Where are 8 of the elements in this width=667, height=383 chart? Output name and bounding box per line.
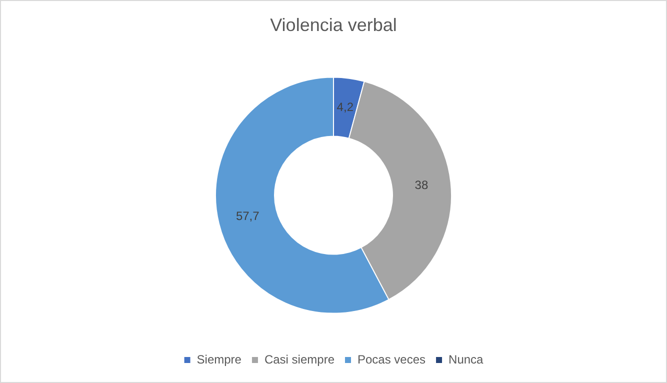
legend-label: Siempre <box>196 352 242 366</box>
data-label: 4,2 <box>336 100 354 114</box>
data-label: 38 <box>414 178 428 192</box>
legend-label: Pocas veces <box>357 352 426 366</box>
chart-title: Violencia verbal <box>270 14 397 35</box>
legend-label: Casi siempre <box>264 352 335 366</box>
legend-label: Nunca <box>448 352 484 366</box>
data-label: 57,7 <box>236 208 260 223</box>
